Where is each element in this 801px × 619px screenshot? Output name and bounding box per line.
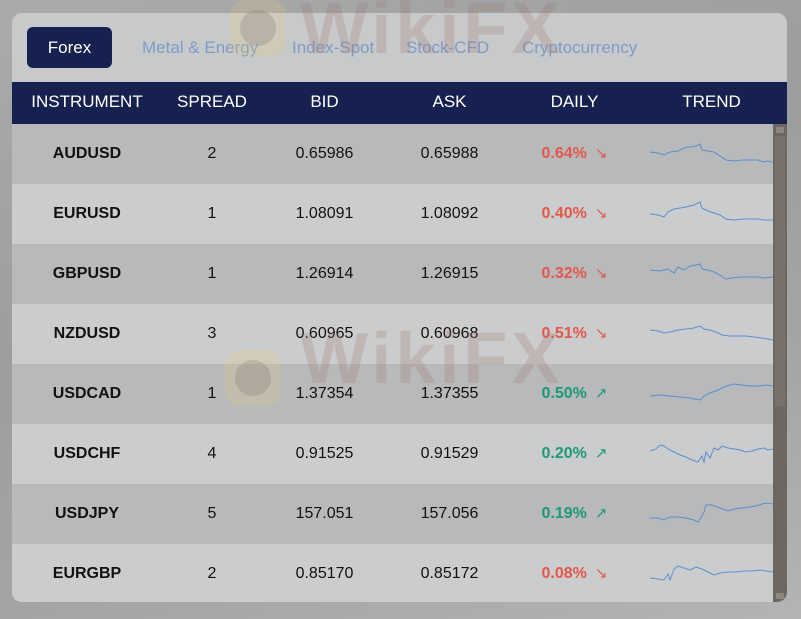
trend-sparkline xyxy=(650,304,773,364)
instrument-name: USDCAD xyxy=(52,385,122,402)
tab-index-spot[interactable]: Index-Spot xyxy=(292,38,375,57)
table-scrollbar[interactable] xyxy=(773,124,787,602)
scroll-down-arrow-icon[interactable] xyxy=(776,593,784,599)
ask-price: 0.91529 xyxy=(420,445,479,462)
ask-price: 1.37355 xyxy=(420,385,479,402)
quotes-table-body: AUDUSD 2 0.65986 0.65988 0.64% ↘ EURUSD 1… xyxy=(12,124,773,602)
ask-price: 157.056 xyxy=(420,505,479,522)
spread-value: 2 xyxy=(207,145,217,162)
tab-cryptocurrency[interactable]: Cryptocurrency xyxy=(522,38,638,57)
bid-price: 1.08091 xyxy=(295,205,354,222)
spread-value: 3 xyxy=(207,325,217,342)
arrow-down-right-icon: ↘ xyxy=(594,325,608,342)
table-row[interactable]: USDJPY 5 157.051 157.056 0.19% ↗ xyxy=(12,484,773,544)
table-row[interactable]: USDCAD 1 1.37354 1.37355 0.50% ↗ xyxy=(12,364,773,424)
instrument-name: GBPUSD xyxy=(52,265,122,282)
quotes-panel: Forex Metal & Energy Index-Spot Stock-CF… xyxy=(12,13,787,602)
table-row[interactable]: NZDUSD 3 0.60965 0.60968 0.51% ↘ xyxy=(12,304,773,364)
header-bid: BID xyxy=(310,92,339,111)
header-ask: ASK xyxy=(432,92,467,111)
arrow-up-right-icon: ↗ xyxy=(594,505,608,522)
table-row[interactable]: EURGBP 2 0.85170 0.85172 0.08% ↘ xyxy=(12,544,773,602)
daily-change-value: 0.50% xyxy=(541,385,587,402)
tab-metal-energy[interactable]: Metal & Energy xyxy=(142,38,259,57)
spread-value: 4 xyxy=(207,445,217,462)
arrow-down-right-icon: ↘ xyxy=(594,565,608,582)
daily-change: 0.20% ↗ xyxy=(512,424,637,484)
ask-price: 0.60968 xyxy=(420,325,479,342)
spread-value: 1 xyxy=(207,205,217,222)
table-row[interactable]: GBPUSD 1 1.26914 1.26915 0.32% ↘ xyxy=(12,244,773,304)
daily-change-value: 0.20% xyxy=(541,445,587,462)
trend-sparkline xyxy=(650,544,773,602)
bid-price: 0.85170 xyxy=(295,565,354,582)
daily-change-value: 0.08% xyxy=(541,565,587,582)
instrument-name: AUDUSD xyxy=(52,145,122,162)
spread-value: 1 xyxy=(207,385,217,402)
tab-forex[interactable]: Forex xyxy=(27,27,112,68)
tab-stock-cfd[interactable]: Stock-CFD xyxy=(406,38,490,57)
daily-change-value: 0.51% xyxy=(541,325,587,342)
scroll-up-arrow-icon[interactable] xyxy=(776,127,784,133)
arrow-down-right-icon: ↘ xyxy=(594,145,608,162)
daily-change-value: 0.19% xyxy=(541,505,587,522)
table-header: INSTRUMENT SPREAD BID ASK DAILY TREND xyxy=(12,82,787,126)
bid-price: 1.37354 xyxy=(295,385,354,402)
daily-change: 0.51% ↘ xyxy=(512,304,637,364)
arrow-up-right-icon: ↗ xyxy=(594,445,608,462)
ask-price: 0.85172 xyxy=(420,565,479,582)
header-spread: SPREAD xyxy=(177,92,247,111)
instrument-name: EURGBP xyxy=(52,565,122,582)
header-daily: DAILY xyxy=(550,92,599,111)
arrow-up-right-icon: ↗ xyxy=(594,385,608,402)
spread-value: 5 xyxy=(207,505,217,522)
bid-price: 157.051 xyxy=(295,505,354,522)
ask-price: 0.65988 xyxy=(420,145,479,162)
trend-sparkline xyxy=(650,364,773,424)
daily-change-value: 0.40% xyxy=(541,205,587,222)
daily-change-value: 0.32% xyxy=(541,265,587,282)
ask-price: 1.26915 xyxy=(420,265,479,282)
bid-price: 0.65986 xyxy=(295,145,354,162)
header-trend: TREND xyxy=(682,92,741,111)
daily-change: 0.32% ↘ xyxy=(512,244,637,304)
spread-value: 1 xyxy=(207,265,217,282)
daily-change: 0.64% ↘ xyxy=(512,124,637,184)
instrument-name: EURUSD xyxy=(53,205,121,222)
spread-value: 2 xyxy=(207,565,217,582)
header-instrument: INSTRUMENT xyxy=(31,92,143,111)
ask-price: 1.08092 xyxy=(420,205,479,222)
instrument-name: USDJPY xyxy=(54,505,120,522)
table-row[interactable]: EURUSD 1 1.08091 1.08092 0.40% ↘ xyxy=(12,184,773,244)
scroll-thumb[interactable] xyxy=(775,136,785,406)
bid-price: 0.60965 xyxy=(295,325,354,342)
trend-sparkline xyxy=(650,244,773,304)
daily-change-value: 0.64% xyxy=(541,145,587,162)
bid-price: 0.91525 xyxy=(295,445,354,462)
trend-sparkline xyxy=(650,484,773,544)
daily-change: 0.08% ↘ xyxy=(512,544,637,602)
bid-price: 1.26914 xyxy=(295,265,354,282)
arrow-down-right-icon: ↘ xyxy=(594,265,608,282)
daily-change: 0.19% ↗ xyxy=(512,484,637,544)
daily-change: 0.40% ↘ xyxy=(512,184,637,244)
trend-sparkline xyxy=(650,184,773,244)
daily-change: 0.50% ↗ xyxy=(512,364,637,424)
table-row[interactable]: AUDUSD 2 0.65986 0.65988 0.64% ↘ xyxy=(12,124,773,184)
arrow-down-right-icon: ↘ xyxy=(594,205,608,222)
trend-sparkline xyxy=(650,424,773,484)
market-tabs: Forex Metal & Energy Index-Spot Stock-CF… xyxy=(12,13,787,82)
instrument-name: NZDUSD xyxy=(53,325,121,342)
table-row[interactable]: USDCHF 4 0.91525 0.91529 0.20% ↗ xyxy=(12,424,773,484)
trend-sparkline xyxy=(650,124,773,184)
instrument-name: USDCHF xyxy=(53,445,121,462)
